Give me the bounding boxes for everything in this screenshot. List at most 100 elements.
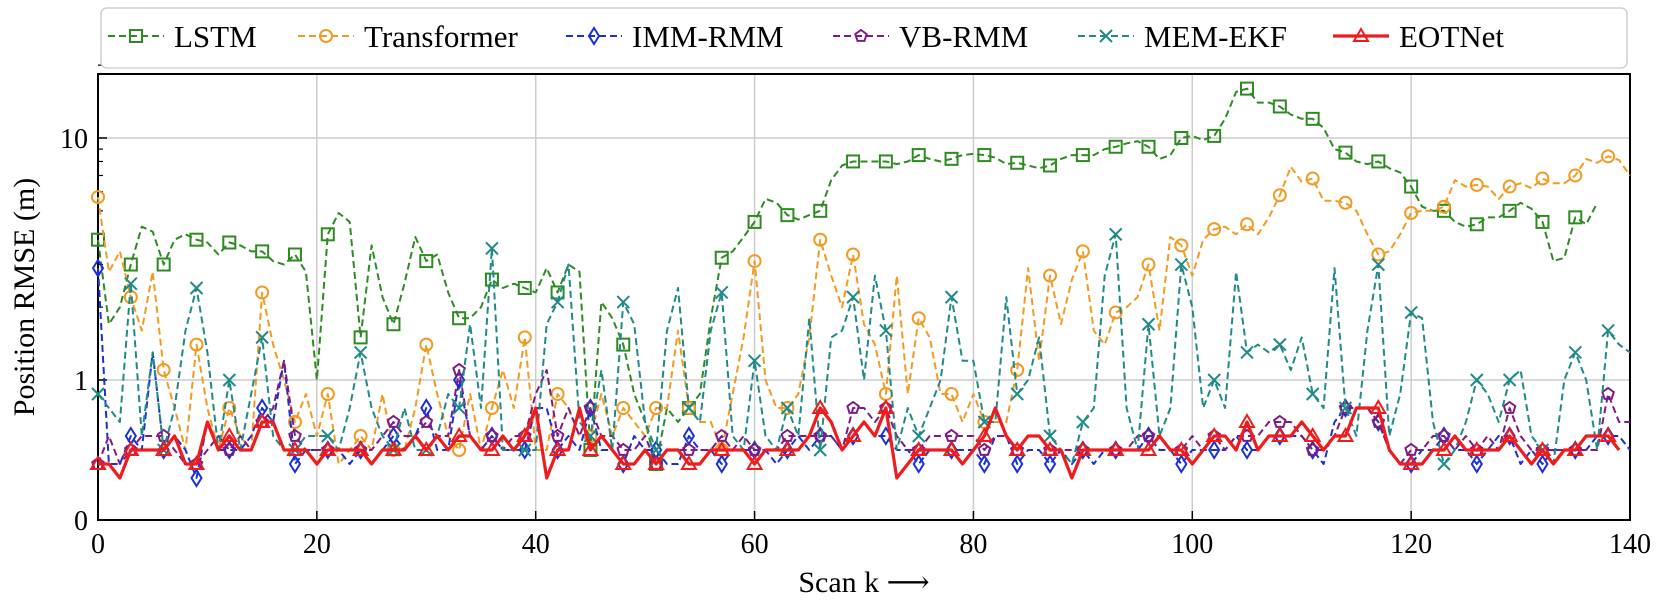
legend-marker-imm-rmm	[587, 26, 601, 46]
data-point-lstm	[1108, 139, 1123, 154]
data-point-vb-rmm	[1141, 428, 1156, 442]
data-point-transformer	[156, 362, 171, 377]
data-point-eotnet	[1008, 441, 1026, 456]
data-point-transformer	[1436, 199, 1451, 214]
data-point-eotnet	[483, 441, 501, 456]
data-point-eotnet	[778, 441, 797, 456]
data-point-transformer	[1371, 247, 1386, 262]
data-point-transformer	[1108, 305, 1123, 320]
data-point-lstm	[484, 272, 499, 287]
legend-entry-imm-rmm: IMM-RMM	[566, 19, 784, 54]
data-point-mem-ekf	[1568, 345, 1582, 360]
series-transformer	[91, 149, 1631, 465]
legend: LSTM Transformer IMM-RMM VB-RMM MEM-EKF EOTNe…	[100, 7, 1628, 69]
legend-marker-transformer	[319, 29, 333, 43]
data-point-eotnet	[122, 441, 140, 456]
data-point-transformer	[911, 311, 926, 326]
data-point-transformer	[780, 401, 795, 415]
grid-lines	[98, 74, 1630, 520]
data-point-transformer	[1305, 171, 1320, 186]
data-point-mem-ekf	[813, 443, 827, 457]
data-point-transformer	[1043, 268, 1058, 283]
data-point-lstm	[156, 257, 171, 272]
data-point-lstm	[780, 208, 795, 223]
data-point-lstm	[1305, 111, 1320, 126]
data-point-vb-rmm	[616, 442, 631, 456]
data-point-transformer	[1141, 257, 1156, 272]
data-point-transformer	[747, 254, 762, 269]
data-point-eotnet	[1369, 399, 1388, 414]
data-point-eotnet	[450, 427, 468, 442]
data-point-eotnet	[1468, 441, 1486, 456]
data-point-lstm	[714, 250, 729, 265]
data-point-imm-rmm	[1043, 454, 1057, 474]
data-point-imm-rmm	[1011, 454, 1024, 474]
data-point-eotnet	[351, 441, 370, 456]
data-point-vb-rmm	[1404, 442, 1418, 456]
data-point-eotnet	[253, 413, 271, 428]
data-point-eotnet	[942, 441, 961, 456]
data-point-lstm	[1436, 203, 1451, 218]
data-point-mem-ekf	[912, 429, 926, 443]
data-point-eotnet	[1402, 455, 1420, 470]
data-point-lstm	[91, 232, 105, 247]
plot-area-frame	[97, 73, 1631, 521]
x-tick-label: 20	[303, 529, 331, 560]
data-point-mem-ekf	[1240, 345, 1254, 360]
data-point-imm-rmm	[1240, 440, 1254, 460]
data-point-imm-rmm	[1175, 454, 1188, 474]
data-point-vb-rmm	[747, 442, 762, 456]
data-point-eotnet	[1238, 413, 1256, 428]
data-point-vb-rmm	[780, 428, 795, 442]
data-point-transformer	[1469, 177, 1484, 192]
x-tick-label: 100	[1171, 529, 1213, 560]
data-point-lstm	[878, 154, 893, 169]
y-axis-title: Position RMSE (m)	[8, 178, 41, 416]
data-point-mem-ekf	[846, 290, 860, 304]
data-point-eotnet	[877, 399, 895, 414]
series-eotnet	[89, 399, 1621, 480]
data-point-eotnet	[811, 399, 829, 414]
data-point-transformer	[452, 443, 467, 457]
series-line-transformer	[97, 155, 1631, 465]
series-line-lstm	[97, 87, 1599, 465]
legend-label-transformer: Transformer	[364, 19, 519, 54]
data-point-lstm	[320, 227, 335, 242]
data-point-vb-rmm	[682, 442, 696, 456]
data-point-eotnet	[220, 427, 239, 442]
data-point-imm-rmm	[91, 258, 105, 278]
data-point-mem-ekf	[1043, 429, 1057, 443]
data-point-eotnet	[1172, 441, 1191, 456]
data-point-transformer	[1207, 222, 1222, 237]
legend-label-vb-rmm: VB-RMM	[899, 19, 1028, 54]
data-point-mem-ekf	[682, 401, 696, 415]
legend-label-lstm: LSTM	[174, 19, 257, 54]
data-point-vb-rmm	[977, 442, 992, 456]
data-point-vb-rmm	[1338, 400, 1353, 414]
legend-entry-mem-ekf: MEM-EKF	[1078, 19, 1287, 54]
legend-label-mem-ekf: MEM-EKF	[1144, 19, 1287, 54]
data-point-eotnet	[384, 441, 403, 456]
data-point-lstm	[452, 311, 467, 326]
data-point-mem-ekf	[1470, 373, 1484, 387]
data-point-imm-rmm	[288, 454, 302, 474]
data-point-mem-ekf	[747, 354, 762, 368]
data-point-imm-rmm	[1207, 440, 1221, 460]
data-point-transformer	[1568, 168, 1583, 183]
data-point-vb-rmm	[846, 400, 860, 414]
data-point-transformer	[846, 247, 861, 262]
data-point-eotnet	[581, 441, 600, 456]
data-point-eotnet	[1106, 441, 1125, 456]
data-point-transformer	[484, 401, 499, 415]
data-point-transformer	[91, 190, 105, 205]
data-point-transformer	[1240, 217, 1254, 232]
data-point-lstm	[287, 247, 302, 262]
data-point-lstm	[1043, 158, 1058, 173]
data-point-imm-rmm	[452, 370, 466, 390]
data-point-transformer	[649, 401, 664, 415]
data-point-lstm	[255, 244, 270, 259]
data-point-eotnet	[516, 427, 534, 442]
data-point-lstm	[813, 203, 828, 218]
legend-label-imm-rmm: IMM-RMM	[632, 19, 784, 54]
